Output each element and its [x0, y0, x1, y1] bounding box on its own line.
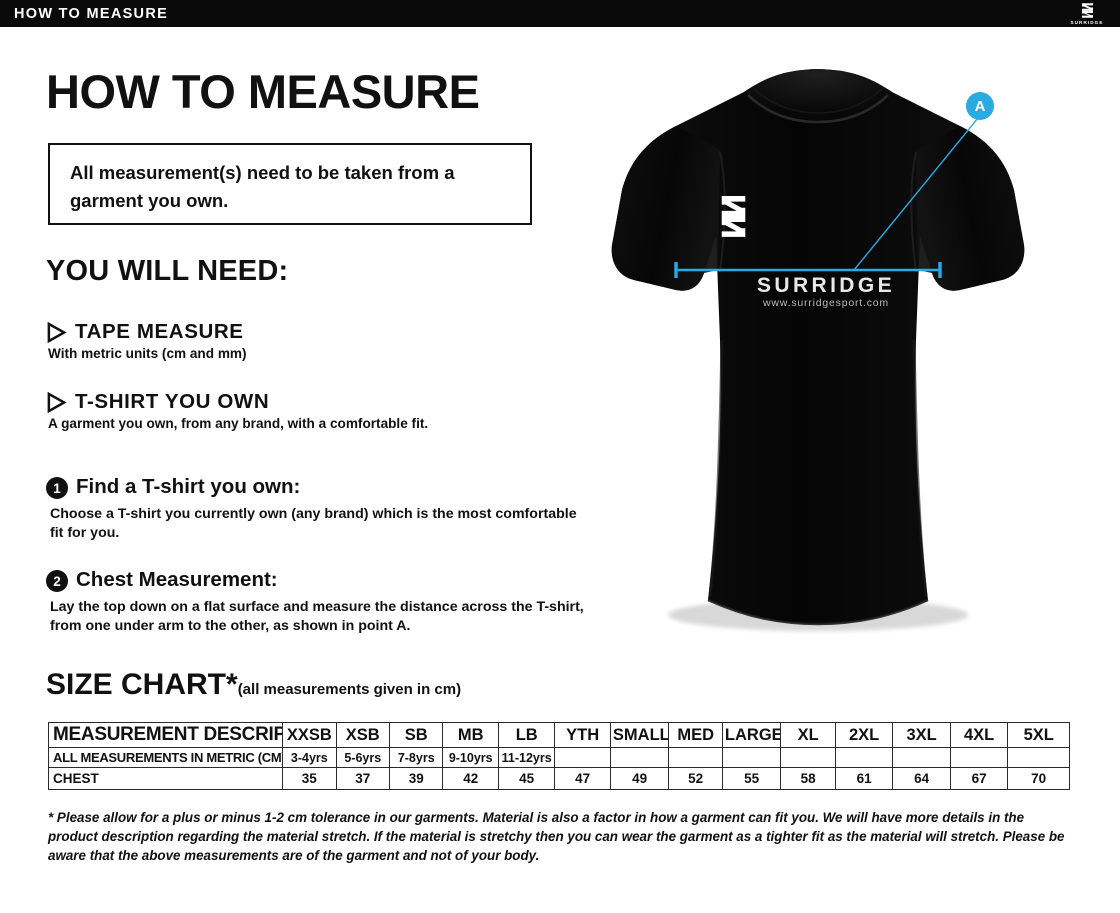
shirt-collar [744, 69, 892, 124]
table-cell [554, 747, 611, 768]
table-cell: 3-4yrs [282, 747, 337, 768]
callout-box: All measurement(s) need to be taken from… [48, 143, 532, 225]
top-bar-title: HOW TO MEASURE [14, 6, 169, 22]
table-cell: 11-12yrs [497, 747, 556, 768]
table-row-chest: CHEST 35 37 39 42 45 47 49 52 55 58 61 6… [47, 767, 1070, 790]
need-item-title: T-SHIRT YOU OWN [75, 390, 270, 413]
need-item-subtitle: With metric units (cm and mm) [48, 346, 247, 361]
table-cell [892, 747, 951, 768]
shirt-collar-ribbing [747, 94, 889, 124]
triangle-bullet-icon [47, 392, 67, 413]
marker-a-badge: A [966, 92, 994, 120]
table-header-row: MEASUREMENT DESCRIPTION XXSB XSB SB MB L… [47, 722, 1070, 748]
shirt-sleeve-right [916, 126, 1025, 291]
table-cell: 52 [668, 767, 723, 790]
surridge-logo-word: SURRIDGE [1070, 19, 1104, 25]
table-header-cell: 4XL [949, 722, 1009, 748]
size-chart-heading-main: SIZE CHART* [46, 668, 238, 701]
table-cell: 45 [497, 767, 556, 790]
step-body: Choose a T-shirt you currently own (any … [50, 506, 577, 541]
table-header-cell: SMALL [609, 722, 670, 748]
table-header-cell: MEASUREMENT DESCRIPTION [47, 722, 284, 748]
step-number-badge: 1 [46, 477, 68, 499]
tshirt-graphic [611, 69, 1025, 631]
step-title: Find a T-shirt you own: [76, 475, 301, 498]
table-cell: 64 [892, 767, 951, 790]
triangle-bullet-icon [47, 322, 67, 343]
table-cell: 42 [442, 767, 499, 790]
shirt-hem [707, 598, 929, 626]
table-cell: 9-10yrs [442, 747, 499, 768]
page-title: HOW TO MEASURE [46, 65, 480, 118]
table-cell [721, 747, 782, 768]
you-will-need-heading: YOU WILL NEED: [46, 255, 289, 287]
table-cell: 67 [949, 767, 1009, 790]
table-header-cell: LARGE [721, 722, 782, 748]
callout-text: All measurement(s) need to be taken from… [70, 162, 455, 211]
need-item-title: TAPE MEASURE [75, 320, 244, 343]
table-cell: 58 [780, 767, 836, 790]
size-chart-table: MEASUREMENT DESCRIPTION XXSB XSB SB MB L… [47, 722, 1070, 790]
row-label: CHEST [47, 767, 284, 790]
shirt-collar-inner [753, 88, 883, 114]
measurement-leader-line [853, 117, 979, 271]
step-number-badge: 2 [46, 570, 68, 592]
size-chart-heading: SIZE CHART*(all measurements given in cm… [46, 668, 461, 702]
table-header-cell: 2XL [834, 722, 894, 748]
table-cell [834, 747, 894, 768]
table-cell: 7-8yrs [388, 747, 444, 768]
shirt-side-left [708, 339, 724, 597]
step-body: Lay the top down on a flat surface and m… [50, 599, 584, 634]
table-cell: 70 [1007, 767, 1070, 790]
table-cell: 35 [282, 767, 337, 790]
surridge-logo: SURRIDGE [1064, 1, 1110, 26]
table-cell: 61 [834, 767, 894, 790]
tshirt-illustration: SURRIDGE www.surridgesport.com A [568, 40, 1068, 660]
shirt-chest-s-icon [721, 196, 746, 237]
table-cell: 55 [721, 767, 782, 790]
table-cell: 39 [388, 767, 444, 790]
table-header-cell: MB [442, 722, 499, 748]
table-cell: 47 [554, 767, 611, 790]
table-header-cell: XSB [335, 722, 391, 748]
table-row-metric: ALL MEASUREMENTS IN METRIC (CM) 3-4yrs 5… [47, 747, 1070, 768]
shirt-side-right [912, 339, 928, 597]
step-title: Chest Measurement: [76, 568, 278, 591]
table-cell [668, 747, 723, 768]
size-chart-subheading: (all measurements given in cm) [237, 681, 462, 698]
table-cell [949, 747, 1009, 768]
top-bar: HOW TO MEASURE SURRIDGE [0, 0, 1120, 27]
table-header-cell: XL [780, 722, 836, 748]
shirt-sleeve-left [611, 126, 720, 291]
table-header-cell: YTH [554, 722, 611, 748]
measurement-line-a [674, 262, 942, 278]
surridge-s-icon [1081, 3, 1093, 18]
shirt-seam-right [910, 151, 917, 273]
table-header-cell: LB [497, 722, 556, 748]
table-header-cell: XXSB [282, 722, 337, 748]
need-item-subtitle: A garment you own, from any brand, with … [48, 416, 429, 431]
table-cell [780, 747, 836, 768]
table-cell [1007, 747, 1070, 768]
table-cell [609, 747, 670, 768]
table-cell: 37 [335, 767, 391, 790]
table-header-cell: 5XL [1007, 722, 1070, 748]
table-header-cell: MED [668, 722, 723, 748]
table-header-cell: SB [388, 722, 444, 748]
row-label: ALL MEASUREMENTS IN METRIC (CM) [47, 747, 284, 768]
table-header-cell: 3XL [892, 722, 951, 748]
table-cell: 5-6yrs [335, 747, 391, 768]
size-chart-footnote: * Please allow for a plus or minus 1-2 c… [48, 810, 1065, 863]
table-cell: 49 [609, 767, 670, 790]
